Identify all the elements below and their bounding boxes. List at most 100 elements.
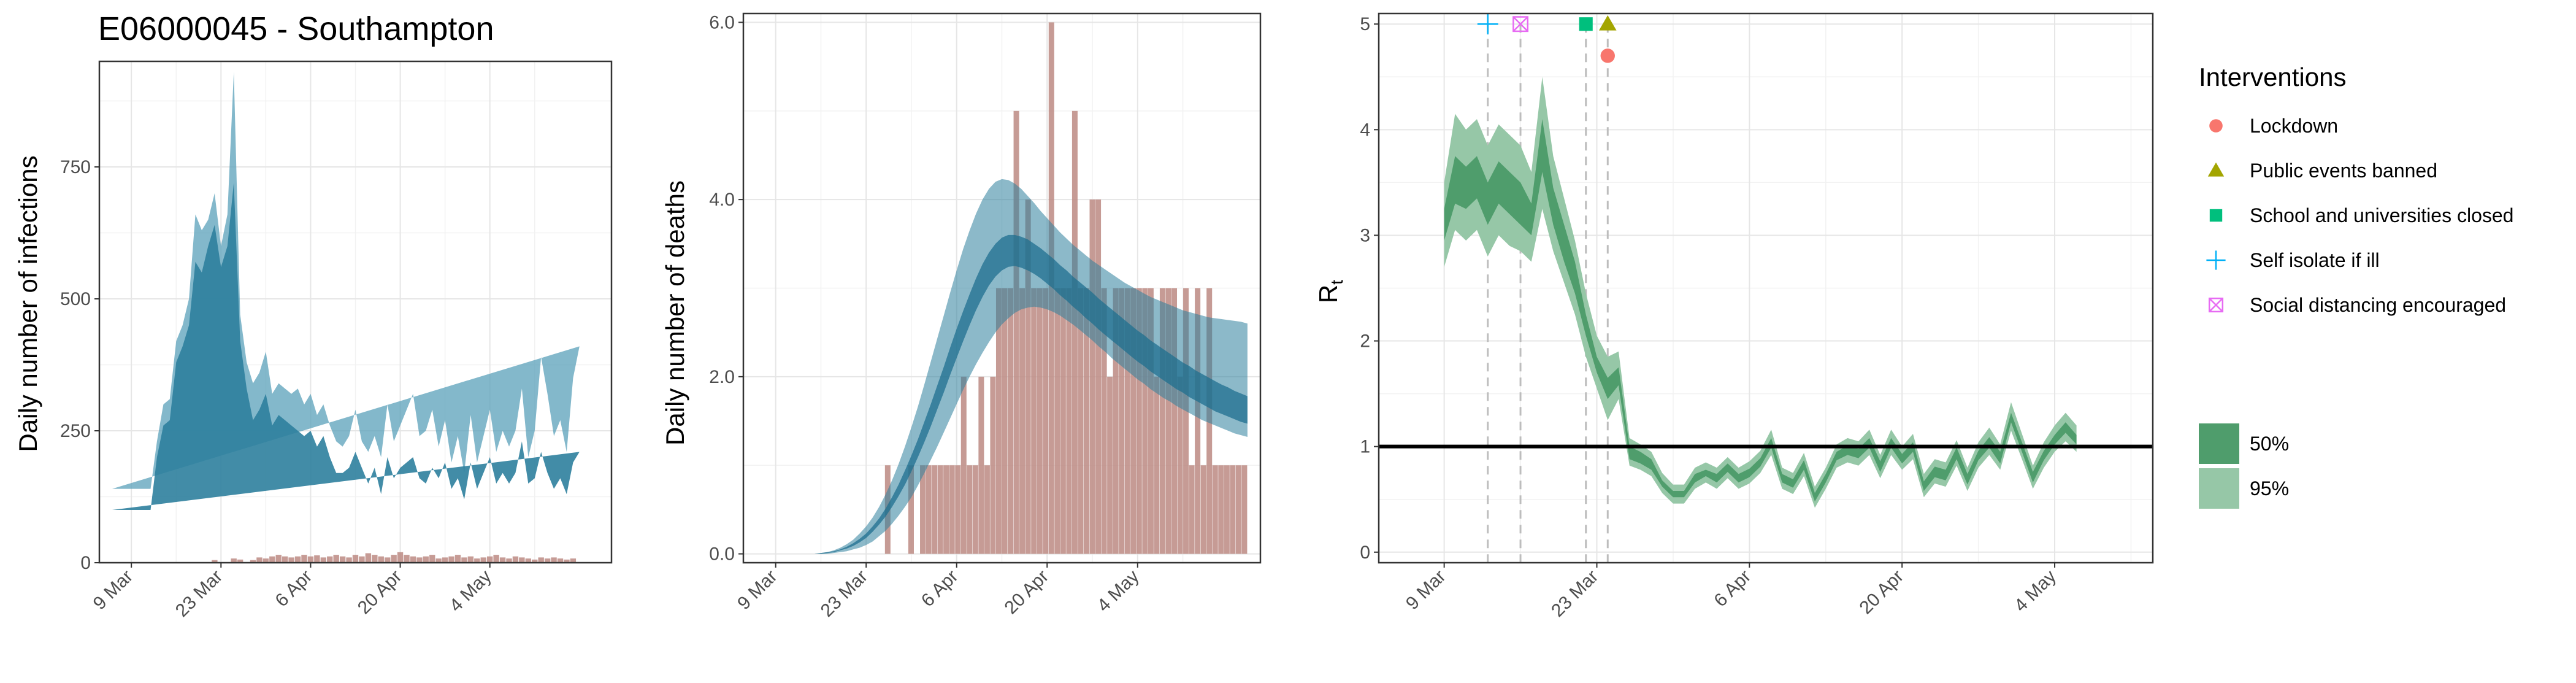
y-axis-title: Daily number of infections [13,155,42,452]
death-bar [1154,376,1160,554]
y-tick-label: 4 [1360,120,1370,140]
infections-50-band [112,182,580,510]
death-bar [1043,288,1049,554]
x-tick-label: 6 Apr [918,566,962,611]
death-bar [1189,465,1195,554]
boxx-d2 [1512,16,1528,32]
death-bar [442,557,448,563]
death-bar [955,465,961,554]
deaths-panel: Daily number of deaths 0.0 2.0 4.0 6.0 9 Mar… [661,12,1262,621]
y-tick-label: 0.0 [709,544,735,565]
death-bar [1165,288,1171,554]
legend-marker [2207,162,2225,177]
death-bar [404,555,410,563]
death-bar [1113,288,1119,554]
death-bar [282,556,288,563]
rt-panel: Rt 0 1 2 3 4 5 9 Mar 23 Mar 6 Apr 20 Apr 4 May [1314,12,2154,621]
x-tick-label: 4 May [2011,566,2060,616]
y-tick-label: 4.0 [709,190,735,210]
death-bar [1159,288,1165,554]
y-tick-label: 750 [60,157,91,177]
x-tick-label: 9 Mar [1402,566,1450,614]
death-bar [1025,199,1031,554]
legend-label: Public events banned [2250,160,2437,182]
legend-marker [2209,119,2223,133]
legend-band-label: 95% [2250,477,2289,500]
x-tick-label: 6 Apr [272,566,316,611]
x-tick-label: 20 Apr [354,566,406,619]
y-tick-label: 6.0 [709,12,735,33]
death-bar [943,465,949,554]
x-tick-label: 23 Mar [1547,566,1602,621]
death-bar [1183,288,1189,554]
legend-marker [2208,297,2224,313]
death-bar [499,557,506,563]
death-bar [237,559,243,563]
death-bar [454,555,461,563]
intervention-marker [1600,48,1615,63]
boxx-d2 [2209,298,2223,312]
death-bar [1177,376,1183,554]
intervention-marker [1512,16,1529,33]
death-bar [384,557,391,563]
death-bar [250,560,256,563]
death-bar [256,557,263,563]
death-bar [410,556,416,563]
y-tick-label: 0 [80,553,91,573]
death-bar [1124,288,1130,554]
death-bar [288,557,294,563]
death-bar [551,557,557,563]
death-bar [212,560,218,563]
x-tick-label: 9 Mar [734,566,781,614]
y-tick-label: 250 [60,421,91,441]
death-bar [949,465,955,554]
legend-band-swatch [2199,423,2239,464]
death-bar [320,557,327,563]
death-bar [1130,288,1137,554]
death-bar [1171,288,1178,554]
y-tick-label: 500 [60,289,91,309]
intervention-marker [1598,15,1617,31]
death-bar [926,465,932,554]
death-bar [474,558,480,563]
death-bar [423,556,429,563]
x-tick-label: 4 May [1094,566,1143,616]
death-bar [1142,288,1148,554]
death-bar [1019,288,1025,554]
death-bar [365,553,372,563]
death-bar [1218,465,1224,554]
death-bar [984,465,990,554]
death-bar [269,556,275,563]
death-bar [378,556,384,563]
death-bar [1101,288,1107,554]
y-tick-label: 5 [1360,14,1370,34]
death-bar [972,465,978,554]
death-bar [1008,288,1014,554]
death-bar [1107,376,1113,554]
death-bar [1235,465,1241,554]
legend-band-label: 50% [2250,433,2289,455]
panel-title: E06000045 - Southampton [98,10,494,47]
death-bar [1083,288,1090,554]
death-bar [486,556,493,563]
panel-border [98,60,613,564]
x-tick-label: 6 Apr [1710,566,1755,611]
death-bar [1200,465,1206,554]
death-bar [301,555,307,563]
death-bar [1037,288,1043,554]
legend-label: Lockdown [2250,115,2338,137]
death-bar [544,558,551,563]
death-bar [1230,465,1236,554]
death-bar [967,465,973,554]
death-bar [995,288,1002,554]
panel-border [1378,12,2154,564]
death-bar [532,559,538,563]
death-bar [493,555,499,563]
death-bar [327,556,333,563]
legend-label: School and universities closed [2250,204,2513,226]
death-bar [461,557,467,563]
intervention-marker [1477,14,1498,35]
x-tick-label: 9 Mar [90,566,137,614]
death-bar [920,465,926,554]
death-bar [339,556,346,563]
